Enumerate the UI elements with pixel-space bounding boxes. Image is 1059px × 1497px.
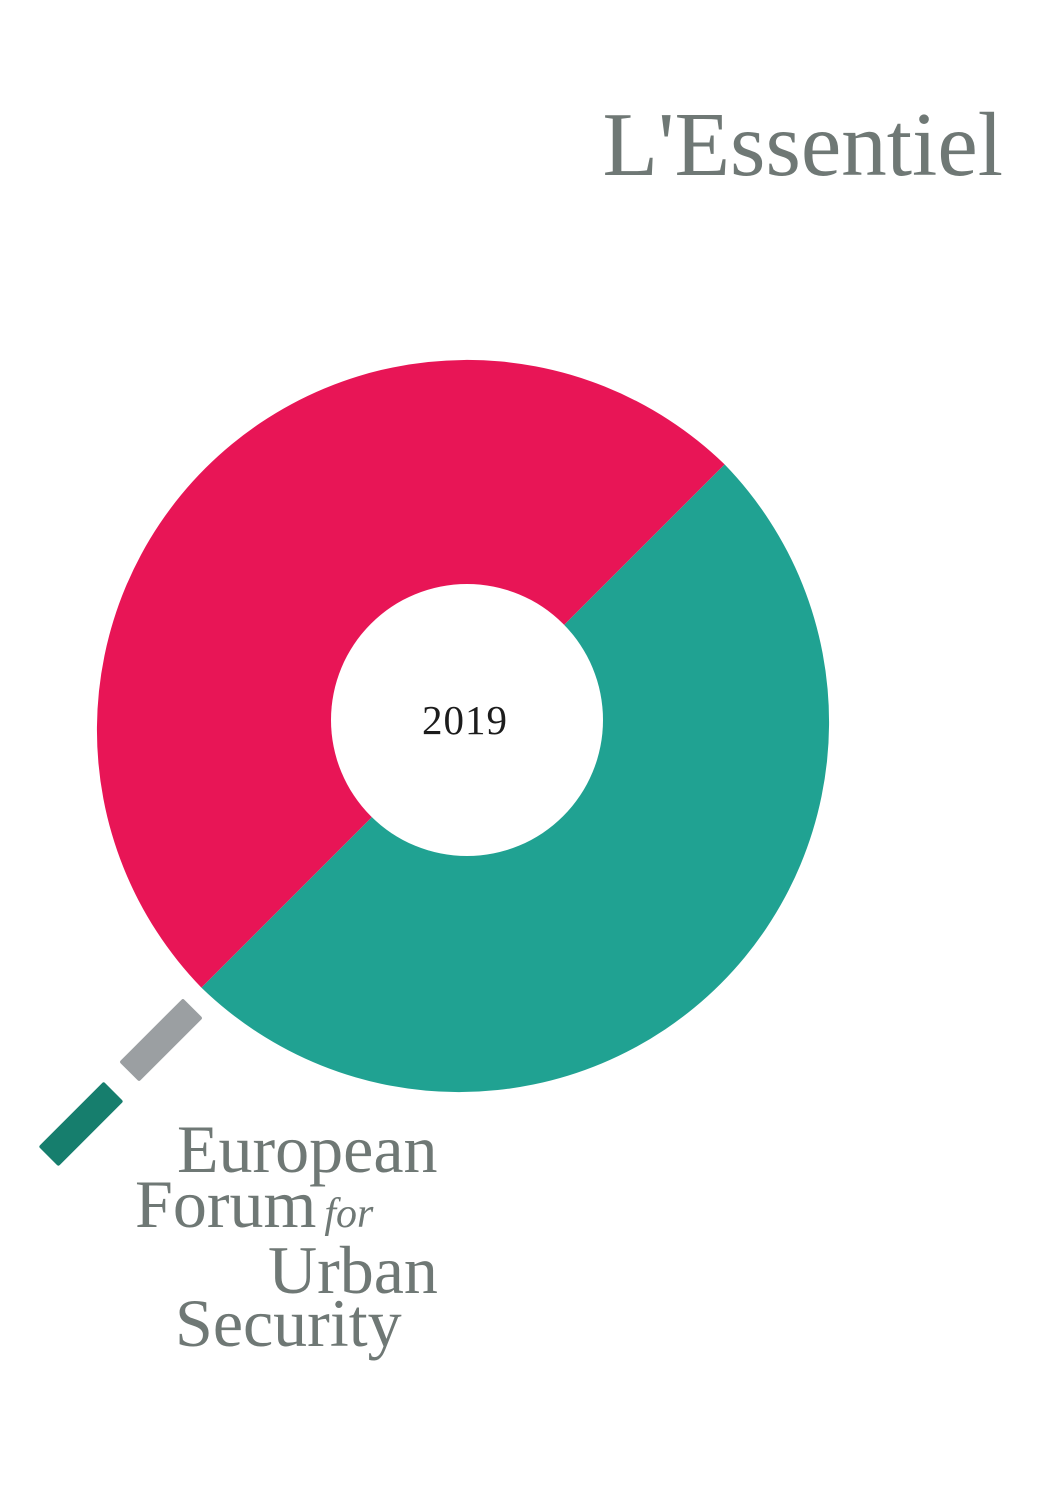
wordmark-for-text: for	[324, 1191, 374, 1237]
wordmark-line-urban: Urban	[268, 1232, 438, 1308]
wordmark-forum-text: Forum	[135, 1166, 317, 1242]
donut-hole	[331, 584, 603, 856]
wordmark-line-european: European	[177, 1111, 438, 1187]
year-label: 2019	[422, 697, 508, 743]
magnifier-handle-teal-bar	[38, 1081, 124, 1167]
wordmark-line-security: Security	[175, 1285, 402, 1361]
donut-magnifier-lens	[96, 359, 830, 1093]
page-title: L'Essentiel	[602, 94, 1003, 195]
wordmark-line-forum: Forum for	[135, 1170, 373, 1238]
